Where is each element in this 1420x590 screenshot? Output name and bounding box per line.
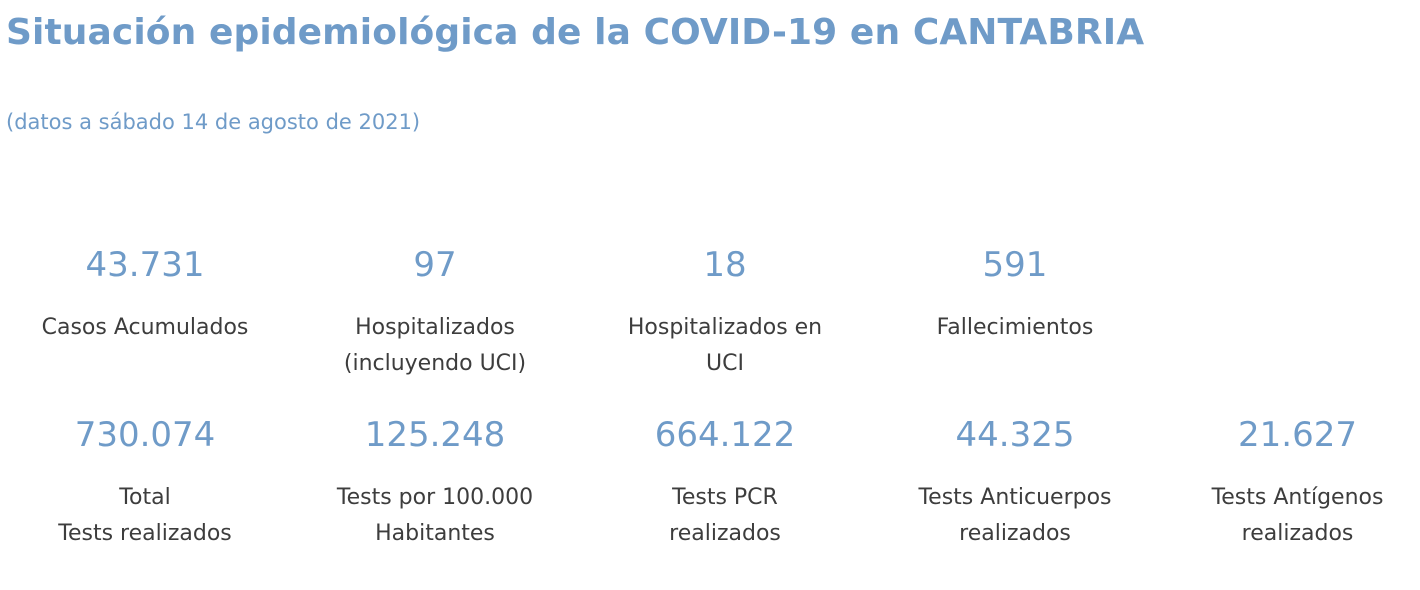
stat-value: 125.248 [364, 415, 506, 455]
stat-value: 18 [703, 245, 747, 285]
stat-label: Hospitalizados en UCI [595, 310, 855, 382]
stat-label-line: Hospitalizados en [627, 315, 823, 340]
stat-tests-por-100000: 125.248 Tests por 100.000 Habitantes [305, 415, 565, 552]
stat-value: 43.731 [85, 245, 205, 285]
stat-value: 664.122 [654, 415, 796, 455]
stat-label-line: realizados [959, 521, 1071, 546]
stat-tests-pcr: 664.122 Tests PCR realizados [595, 415, 855, 552]
stat-label-line: Total [119, 485, 171, 510]
stat-label: Fallecimientos [885, 310, 1145, 346]
stat-total-tests: 730.074 Total Tests realizados [15, 415, 275, 552]
stat-label-line: Tests Anticuerpos [918, 485, 1112, 510]
stat-label-line: Tests por 100.000 [336, 485, 534, 510]
stat-label-line: (incluyendo UCI) [343, 351, 527, 376]
stat-label-line: Hospitalizados [355, 315, 515, 340]
stat-label-line: realizados [1241, 521, 1354, 546]
stat-label-line: realizados [669, 521, 781, 546]
stat-label: Tests PCR realizados [595, 480, 855, 552]
stat-label-line: Habitantes [375, 521, 495, 546]
stat-label-line: UCI [706, 351, 744, 376]
stat-tests-anticuerpos: 44.325 Tests Anticuerpos realizados [885, 415, 1145, 552]
stat-label-line: Tests PCR [672, 485, 778, 510]
stat-label: Hospitalizados (incluyendo UCI) [305, 310, 565, 382]
page-title: Situación epidemiológica de la COVID-19 … [6, 12, 1145, 53]
stat-label: Tests Anticuerpos realizados [885, 480, 1145, 552]
stat-hospitalizados: 97 Hospitalizados (incluyendo UCI) [305, 245, 565, 382]
stat-value: 97 [413, 245, 457, 285]
stat-value: 21.627 [1238, 415, 1357, 455]
stat-label: Tests Antígenos realizados [1175, 480, 1420, 552]
stat-casos-acumulados: 43.731 Casos Acumulados [15, 245, 275, 346]
stat-fallecimientos: 591 Fallecimientos [885, 245, 1145, 346]
stat-label: Tests por 100.000 Habitantes [305, 480, 565, 552]
stat-label-line: Tests Antígenos [1211, 485, 1384, 510]
stat-label-line: Fallecimientos [936, 315, 1094, 340]
data-date-subtitle: (datos a sábado 14 de agosto de 2021) [6, 110, 421, 134]
stat-label: Total Tests realizados [15, 480, 275, 552]
stat-label: Casos Acumulados [15, 310, 275, 346]
stat-value: 44.325 [955, 415, 1075, 455]
stat-value: 591 [982, 245, 1048, 285]
stat-label-line: Tests realizados [58, 521, 232, 546]
stat-value: 730.074 [74, 415, 216, 455]
stat-hospitalizados-uci: 18 Hospitalizados en UCI [595, 245, 855, 382]
stat-tests-antigenos: 21.627 Tests Antígenos realizados [1175, 415, 1420, 552]
stat-label-line: Casos Acumulados [41, 315, 249, 340]
